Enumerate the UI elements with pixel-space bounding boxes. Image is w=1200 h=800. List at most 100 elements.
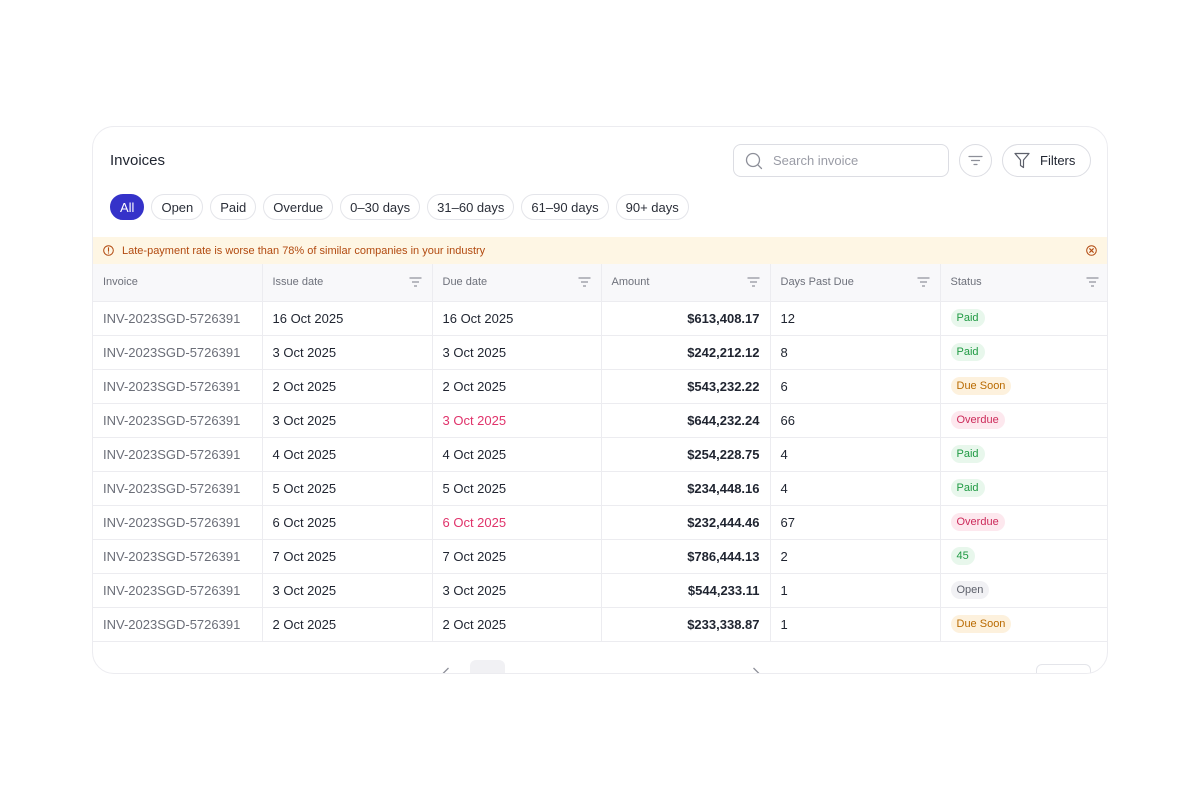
cell-issue-date: 3 Oct 2025	[262, 335, 433, 370]
status-badge: Open	[950, 581, 990, 599]
filters-button[interactable]: Filters	[1002, 144, 1091, 177]
table-row[interactable]: INV-2023SGD-5726391 3 Oct 2025 3 Oct 2025 $…	[93, 403, 1107, 438]
column-header-label: Invoice	[103, 276, 138, 289]
sort-lines-icon	[968, 155, 983, 166]
cell-invoice: INV-2023SGD-5726391	[93, 505, 263, 540]
sort-lines-icon[interactable]	[1086, 277, 1099, 287]
cell-invoice: INV-2023SGD-5726391	[93, 301, 263, 336]
cell-due-date: 16 Oct 2025	[432, 301, 602, 336]
sort-lines-icon[interactable]	[747, 277, 760, 287]
cell-invoice: INV-2023SGD-5726391	[93, 471, 263, 506]
status-badge: Paid	[950, 309, 985, 327]
search-input[interactable]	[773, 153, 933, 168]
sort-button[interactable]	[959, 144, 992, 177]
chip-90-plus-days[interactable]: 90+ days	[615, 194, 689, 220]
column-header-amount[interactable]: Amount	[601, 264, 771, 302]
search-box[interactable]	[733, 144, 949, 177]
cell-due-date: 7 Oct 2025	[432, 539, 602, 574]
cell-status: Paid	[940, 301, 1107, 336]
table-row[interactable]: INV-2023SGD-5726391 6 Oct 2025 6 Oct 2025 $…	[93, 505, 1107, 540]
column-header-label: Due date	[442, 276, 488, 289]
column-header-issue-date[interactable]: Issue date	[262, 264, 433, 302]
table-row[interactable]: INV-2023SGD-5726391 2 Oct 2025 2 Oct 2025 $…	[93, 607, 1107, 642]
cell-amount: $613,408.17	[601, 301, 771, 336]
table-row[interactable]: INV-2023SGD-5726391 16 Oct 2025 16 Oct 202…	[93, 301, 1107, 336]
column-header-days-past-due[interactable]: Days Past Due	[770, 264, 941, 302]
cell-status: Due Soon	[940, 369, 1107, 404]
cell-issue-date: 4 Oct 2025	[262, 437, 433, 472]
page-current[interactable]	[470, 660, 505, 673]
chip-open[interactable]: Open	[151, 194, 204, 220]
sort-lines-icon[interactable]	[578, 277, 591, 287]
table-row[interactable]: INV-2023SGD-5726391 3 Oct 2025 3 Oct 2025 $…	[93, 335, 1107, 370]
page-size-select[interactable]	[1036, 664, 1091, 673]
cell-status: Open	[940, 573, 1107, 608]
cell-invoice: INV-2023SGD-5726391	[93, 539, 263, 574]
table-row[interactable]: INV-2023SGD-5726391 3 Oct 2025 3 Oct 2025 $…	[93, 573, 1107, 608]
cell-issue-date: 16 Oct 2025	[262, 301, 433, 336]
chip-all[interactable]: All	[110, 194, 145, 220]
cell-issue-date: 3 Oct 2025	[262, 403, 433, 438]
status-badge: Overdue	[950, 411, 1005, 429]
cell-days-past-due: 4	[770, 471, 941, 506]
invoices-table: Invoice Issue date Due date Amount Days …	[93, 264, 1107, 642]
search-icon	[745, 152, 763, 169]
cell-amount: $242,212.12	[601, 335, 771, 370]
cell-invoice: INV-2023SGD-5726391	[93, 335, 263, 370]
cell-days-past-due: 1	[770, 573, 941, 608]
sort-lines-icon[interactable]	[409, 277, 422, 287]
cell-due-date: 5 Oct 2025	[432, 471, 602, 506]
chip-0-30-days[interactable]: 0–30 days	[340, 194, 421, 220]
cell-issue-date: 2 Oct 2025	[262, 607, 433, 642]
alert-text: Late-payment rate is worse than 78% of s…	[122, 244, 486, 257]
table-row[interactable]: INV-2023SGD-5726391 4 Oct 2025 4 Oct 2025 $…	[93, 437, 1107, 472]
status-badge: Overdue	[950, 513, 1005, 531]
cell-due-date: 2 Oct 2025	[432, 607, 602, 642]
cell-days-past-due: 2	[770, 539, 941, 574]
cell-status: Paid	[940, 335, 1107, 370]
cell-days-past-due: 1	[770, 607, 941, 642]
cell-amount: $544,233.11	[601, 573, 771, 608]
status-badge: Paid	[950, 343, 985, 361]
status-badge: Due Soon	[950, 377, 1012, 395]
info-circle-icon	[103, 245, 114, 256]
column-header-due-date[interactable]: Due date	[432, 264, 602, 302]
cell-status: Paid	[940, 471, 1107, 506]
column-header-invoice[interactable]: Invoice	[93, 264, 263, 302]
chip-31-60-days[interactable]: 31–60 days	[427, 194, 515, 220]
cell-status: Due Soon	[940, 607, 1107, 642]
cell-issue-date: 5 Oct 2025	[262, 471, 433, 506]
cell-days-past-due: 4	[770, 437, 941, 472]
column-header-label: Days Past Due	[780, 276, 854, 289]
table-header-row: Invoice Issue date Due date Amount Days …	[93, 264, 1107, 302]
chip-61-90-days[interactable]: 61–90 days	[521, 194, 609, 220]
cell-issue-date: 2 Oct 2025	[262, 369, 433, 404]
cell-due-date: 3 Oct 2025	[432, 335, 602, 370]
column-header-status[interactable]: Status	[940, 264, 1107, 302]
close-circle-icon[interactable]	[1086, 245, 1097, 256]
column-header-label: Status	[950, 276, 982, 289]
cell-amount: $644,232.24	[601, 403, 771, 438]
cell-issue-date: 3 Oct 2025	[262, 573, 433, 608]
cell-days-past-due: 66	[770, 403, 941, 438]
cell-amount: $254,228.75	[601, 437, 771, 472]
chevron-left-icon[interactable]	[442, 667, 450, 674]
alert-banner: Late-payment rate is worse than 78% of s…	[93, 237, 1107, 264]
table-body: INV-2023SGD-5726391 16 Oct 2025 16 Oct 202…	[93, 301, 1107, 642]
chevron-right-icon[interactable]	[752, 667, 760, 674]
cell-invoice: INV-2023SGD-5726391	[93, 369, 263, 404]
cell-invoice: INV-2023SGD-5726391	[93, 403, 263, 438]
filters-label: Filters	[1040, 153, 1076, 168]
cell-invoice: INV-2023SGD-5726391	[93, 607, 263, 642]
table-row[interactable]: INV-2023SGD-5726391 7 Oct 2025 7 Oct 2025 $…	[93, 539, 1107, 574]
sort-lines-icon[interactable]	[917, 277, 930, 287]
cell-invoice: INV-2023SGD-5726391	[93, 573, 263, 608]
cell-due-date: 6 Oct 2025	[432, 505, 602, 540]
chip-paid[interactable]: Paid	[210, 194, 257, 220]
cell-amount: $232,444.46	[601, 505, 771, 540]
cell-status: Overdue	[940, 505, 1107, 540]
table-row[interactable]: INV-2023SGD-5726391 2 Oct 2025 2 Oct 2025 $…	[93, 369, 1107, 404]
chip-overdue[interactable]: Overdue	[263, 194, 334, 220]
page-title: Invoices	[110, 152, 166, 169]
table-row[interactable]: INV-2023SGD-5726391 5 Oct 2025 5 Oct 2025 $…	[93, 471, 1107, 506]
